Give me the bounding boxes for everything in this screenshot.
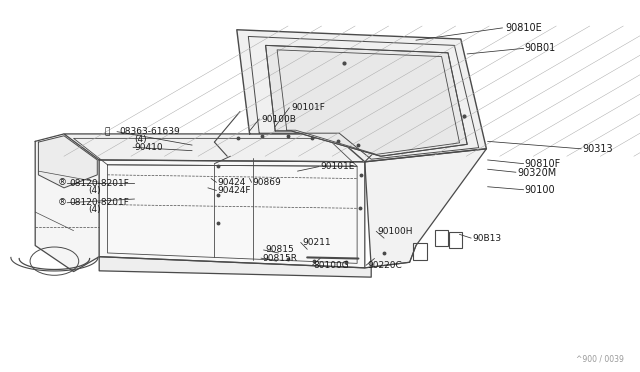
Polygon shape [266, 45, 467, 156]
Text: ®: ® [58, 198, 67, 207]
Text: 90100B: 90100B [261, 115, 296, 124]
Text: 90424: 90424 [218, 178, 246, 187]
Text: 90100H: 90100H [378, 227, 413, 236]
Text: 08120-8201F: 08120-8201F [69, 179, 129, 187]
Text: ®: ® [58, 179, 67, 187]
Text: 90410: 90410 [134, 143, 163, 152]
Text: 90220C: 90220C [367, 261, 402, 270]
Text: 90810F: 90810F [525, 159, 561, 169]
Text: 90101E: 90101E [320, 162, 355, 171]
Text: 90869: 90869 [253, 178, 282, 187]
Text: (4): (4) [134, 135, 147, 144]
Polygon shape [35, 134, 99, 272]
Text: 90313: 90313 [582, 144, 613, 154]
Text: 90810E: 90810E [506, 23, 542, 33]
Polygon shape [64, 134, 365, 162]
Text: 90B01: 90B01 [525, 44, 556, 53]
Text: 90424F: 90424F [218, 186, 251, 195]
Text: 90815R: 90815R [262, 254, 298, 263]
Polygon shape [99, 160, 365, 268]
Text: ^900 / 0039: ^900 / 0039 [576, 355, 624, 364]
Text: 08120-8201F: 08120-8201F [69, 198, 129, 207]
Text: 90320M: 90320M [517, 168, 556, 178]
Text: 80100G: 80100G [314, 261, 349, 270]
Polygon shape [365, 149, 486, 267]
Text: 90815: 90815 [266, 246, 294, 254]
Text: 08363-61639: 08363-61639 [119, 127, 180, 136]
Text: (4): (4) [88, 205, 101, 214]
Text: (4): (4) [88, 186, 101, 195]
Polygon shape [99, 257, 371, 277]
Text: 90100: 90100 [525, 185, 556, 195]
Polygon shape [38, 136, 97, 188]
Text: 90B13: 90B13 [472, 234, 502, 243]
Text: 90211: 90211 [302, 238, 331, 247]
Polygon shape [237, 30, 486, 162]
Text: Ⓢ: Ⓢ [104, 127, 109, 136]
Text: 90101F: 90101F [291, 103, 325, 112]
